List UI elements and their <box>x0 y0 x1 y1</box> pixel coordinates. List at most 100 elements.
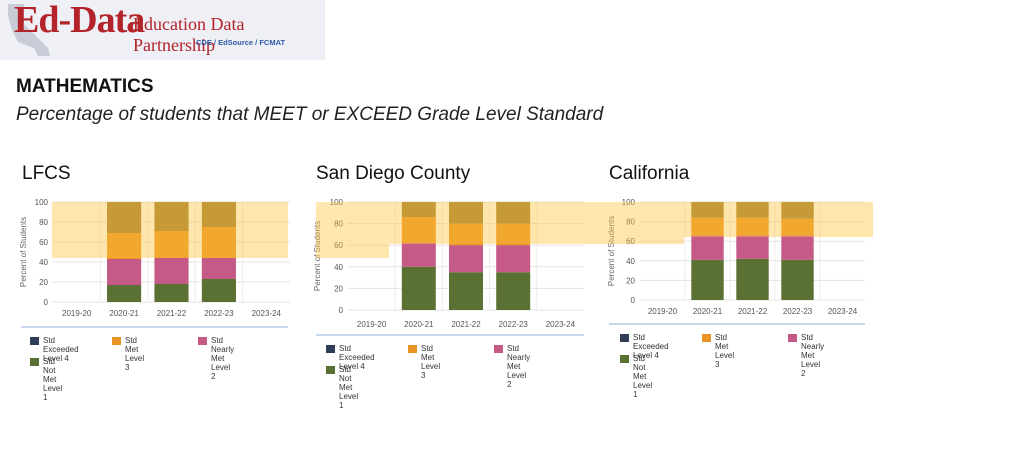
x-tick-label: 2022-23 <box>204 309 234 318</box>
bar-segment-level4 <box>736 202 769 218</box>
y-axis-label: Percent of Students <box>313 221 322 291</box>
y-tick-label: 100 <box>330 198 344 207</box>
bar-segment-level3 <box>401 217 436 244</box>
bar-segment-level2 <box>781 235 814 260</box>
logo-subtitle: Education Data Partnership <box>133 14 245 55</box>
legend-label: Std Met Level 3 <box>421 344 441 380</box>
legend-label: Std Nearly Met Level 2 <box>211 336 235 381</box>
legend-swatch <box>198 337 207 345</box>
y-tick-label: 0 <box>339 306 344 315</box>
bar-segment-level4 <box>691 202 724 218</box>
y-axis-label: Percent of Students <box>607 216 616 286</box>
bar-segment-level2 <box>201 258 236 279</box>
bar-segment-level1 <box>781 259 814 300</box>
legend-label: Std Exceeded Level 4 <box>43 336 79 363</box>
page-subtitle: Percentage of students that MEET or EXCE… <box>16 104 604 125</box>
bar-segment-level1 <box>201 279 236 302</box>
bar-segment-level4 <box>154 202 189 231</box>
legend-swatch <box>702 334 711 342</box>
bar-segment-level2 <box>736 235 769 259</box>
legend-label: Std Not Met Level 1 <box>43 357 63 402</box>
logo-tagline: CDE / EdSource / FCMAT <box>196 38 286 47</box>
legend-swatch <box>494 345 503 353</box>
bar-segment-level3 <box>691 217 724 236</box>
legend-label: Std Met Level 3 <box>125 336 145 372</box>
legend-swatch <box>408 345 417 353</box>
legend-swatch <box>112 337 121 345</box>
x-tick-label: 2020-21 <box>109 309 139 318</box>
y-tick-label: 20 <box>626 276 635 285</box>
x-tick-label: 2021-22 <box>157 309 187 318</box>
x-tick-label: 2019-20 <box>62 309 92 318</box>
bar-segment-level3 <box>107 233 142 259</box>
legend-swatch <box>620 355 629 363</box>
subject-heading: MATHEMATICS <box>16 76 154 97</box>
x-tick-label: 2021-22 <box>451 320 481 329</box>
highlight-band <box>584 202 684 244</box>
x-tick-label: 2019-20 <box>648 307 678 316</box>
legend-label: Std Met Level 3 <box>715 333 735 369</box>
y-tick-label: 40 <box>626 257 635 266</box>
bar-segment-level1 <box>107 285 142 302</box>
bar-segment-level2 <box>449 245 483 273</box>
y-tick-label: 80 <box>334 220 343 229</box>
legend-swatch <box>326 366 335 374</box>
highlight-band <box>52 202 288 258</box>
bar-segment-level4 <box>401 202 436 218</box>
legend-label: Std Nearly Met Level 2 <box>801 333 825 378</box>
bar-segment-level1 <box>736 258 769 300</box>
chart-title-san-diego-county: San Diego County <box>316 163 471 184</box>
x-tick-label: 2020-21 <box>404 320 434 329</box>
chart-title-california: California <box>609 163 690 184</box>
y-tick-label: 40 <box>334 263 343 272</box>
y-tick-label: 20 <box>39 278 48 287</box>
y-tick-label: 20 <box>334 284 343 293</box>
legend-swatch <box>788 334 797 342</box>
bar-segment-level2 <box>691 235 724 260</box>
logo-wordmark: Ed-Data <box>14 0 145 41</box>
bar-segment-level4 <box>496 202 531 224</box>
bar-segment-level3 <box>201 227 236 258</box>
legend-swatch <box>620 334 629 342</box>
highlight-band <box>316 202 389 258</box>
x-tick-label: 2022-23 <box>783 307 813 316</box>
x-tick-label: 2020-21 <box>693 307 723 316</box>
y-tick-label: 60 <box>39 238 48 247</box>
ed-data-logo: Ed-Data Education Data Partnership CDE /… <box>0 0 325 60</box>
bar-segment-level1 <box>496 272 531 310</box>
bar-segment-level3 <box>496 223 531 246</box>
california-map-icon <box>8 4 50 56</box>
legend-swatch <box>326 345 335 353</box>
y-tick-label: 100 <box>35 198 49 207</box>
bar-segment-level3 <box>154 231 189 258</box>
legend-swatch <box>30 358 39 366</box>
y-tick-label: 0 <box>44 298 49 307</box>
bar-segment-level4 <box>201 202 236 227</box>
chart-title-lfcs: LFCS <box>22 163 71 184</box>
x-tick-label: 2023-24 <box>546 320 576 329</box>
legend-label: Std Not Met Level 1 <box>339 365 359 410</box>
y-tick-label: 80 <box>626 218 635 227</box>
x-tick-label: 2021-22 <box>738 307 768 316</box>
highlight-band <box>684 202 873 237</box>
x-tick-label: 2019-20 <box>357 320 387 329</box>
y-tick-label: 40 <box>39 258 48 267</box>
legend-label: Std Exceeded Level 4 <box>339 344 375 371</box>
x-tick-label: 2022-23 <box>499 320 529 329</box>
bar-segment-level1 <box>691 259 724 300</box>
x-tick-label: 2023-24 <box>252 309 282 318</box>
y-tick-label: 60 <box>626 237 635 246</box>
bar-segment-level3 <box>736 217 769 236</box>
bar-segment-level2 <box>401 243 436 267</box>
bar-segment-level1 <box>449 272 483 310</box>
highlight-band <box>389 202 584 244</box>
bar-segment-level3 <box>449 223 483 246</box>
legend-swatch <box>30 337 39 345</box>
legend-label: Std Not Met Level 1 <box>633 354 653 399</box>
y-axis-label: Percent of Students <box>19 217 28 287</box>
bar-segment-level3 <box>781 218 814 236</box>
y-tick-label: 60 <box>334 241 343 250</box>
bar-segment-level2 <box>496 245 531 273</box>
y-tick-label: 0 <box>631 296 636 305</box>
